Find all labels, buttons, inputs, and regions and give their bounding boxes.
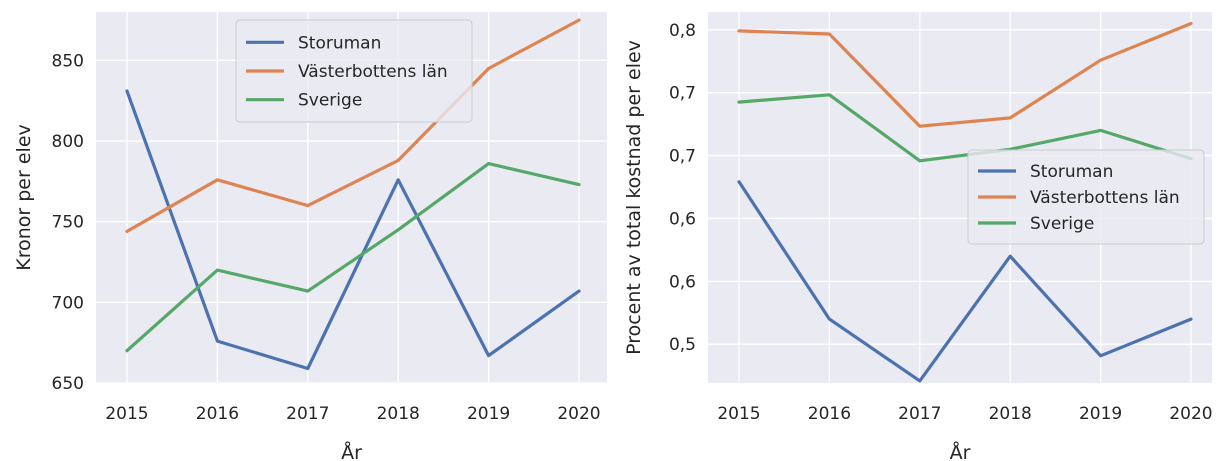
- legend-label: Storuman: [298, 33, 381, 53]
- legend-label: Sverige: [298, 91, 362, 111]
- y-axis-label: Kronor per elev: [13, 124, 35, 271]
- x-tick-label: 2015: [717, 404, 760, 424]
- y-tick-label: 0,7: [669, 147, 696, 167]
- y-tick-label: 0,7: [669, 84, 696, 104]
- x-tick-label: 2019: [1079, 404, 1122, 424]
- x-tick-label: 2017: [898, 404, 941, 424]
- y-tick-label: 0,5: [669, 335, 696, 355]
- x-tick-label: 2015: [105, 404, 148, 424]
- legend-label: Västerbottens län: [1030, 188, 1180, 208]
- y-tick-label: 0,8: [669, 21, 696, 41]
- x-tick-label: 2016: [808, 404, 851, 424]
- legend: Storuman Västerbottens län Sverige: [235, 19, 473, 123]
- y-tick-label: 650: [52, 374, 84, 394]
- series-line-sverige: [125, 162, 581, 353]
- legend-label: Sverige: [1030, 214, 1094, 234]
- chart-2: 0,5 0,6 0,6 0,7 0,7 0,8 2015 2016 2017 2018 2019 20…: [623, 12, 1213, 461]
- x-tick-label: 2020: [557, 404, 600, 424]
- series-line-västerbottens-län: [125, 18, 581, 233]
- x-tick-label: 2020: [1169, 404, 1212, 424]
- legend-box: [235, 19, 473, 123]
- x-tick-label: 2018: [989, 404, 1032, 424]
- legend-box: [967, 149, 1205, 245]
- x-axis-label: År: [341, 441, 362, 461]
- series-line-storuman: [737, 180, 1193, 383]
- legend-label: Storuman: [1030, 162, 1113, 182]
- y-tick-label: 750: [52, 213, 84, 233]
- legend-label: Västerbottens län: [298, 62, 448, 82]
- x-tick-label: 2019: [467, 404, 510, 424]
- chart-1: 650 700 750 800 850 2015 2016 2017 2018 2019 2020 Å…: [13, 12, 607, 461]
- x-axis-label: År: [950, 441, 971, 461]
- y-tick-label: 0,6: [669, 209, 696, 229]
- series-line-västerbottens-län: [737, 21, 1193, 128]
- x-tick-label: 2017: [286, 404, 329, 424]
- series-line-storuman: [125, 89, 581, 371]
- y-tick-label: 800: [52, 132, 84, 152]
- y-axis-label: Procent av total kostnad per elev: [623, 40, 645, 355]
- y-tick-label: 0,6: [669, 272, 696, 292]
- x-tick-label: 2016: [196, 404, 239, 424]
- series-line-sverige: [737, 93, 1193, 163]
- legend: Storuman Västerbottens län Sverige: [967, 149, 1205, 245]
- y-tick-label: 850: [52, 51, 84, 71]
- y-tick-label: 700: [52, 293, 84, 313]
- x-tick-label: 2018: [377, 404, 420, 424]
